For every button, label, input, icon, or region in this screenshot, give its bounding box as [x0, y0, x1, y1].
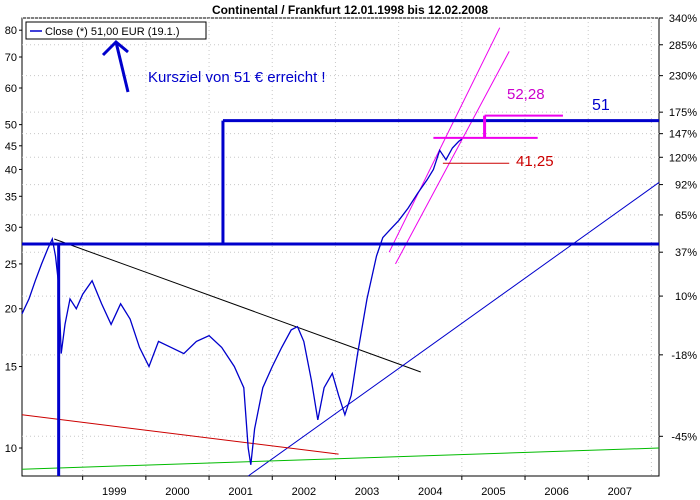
y-axis-ticks: 10 15 20 25 30 35 40 45 50 60 70 80: [5, 25, 22, 455]
chart-title: Continental / Frankfurt 12.01.1998 bis 1…: [212, 3, 488, 17]
right-tick-label: 120%: [669, 152, 697, 164]
arrow-head: [101, 39, 129, 57]
y-tick-label: 70: [5, 52, 17, 64]
annotation-target: Kursziel von 51 € erreicht !: [148, 69, 326, 86]
trendlines: [21, 27, 660, 477]
x-tick-label: 2007: [608, 486, 632, 498]
right-tick-label: 175%: [669, 107, 697, 119]
x-tick-label: 2000: [165, 486, 189, 498]
right-tick-label: 37%: [675, 247, 697, 259]
price-series: [21, 138, 463, 465]
y-tick-label: 25: [5, 259, 17, 271]
annotation-52-28: 52,28: [507, 86, 545, 103]
y-tick-label: 50: [5, 120, 17, 132]
x-tick-label: 2001: [228, 486, 252, 498]
right-tick-label: 147%: [669, 129, 697, 141]
right-axis-ticks: 340% 285% 230% 175% 147% 120% 92% 65% 37% 10% -18%…: [659, 13, 697, 443]
annotation-41-25: 41,25: [516, 153, 554, 170]
x-tick-label: 2002: [292, 486, 316, 498]
legend-label: Close (*) 51,00 EUR (19.1.): [45, 26, 180, 38]
right-tick-label: 10%: [675, 291, 697, 303]
arrow-shaft: [114, 41, 130, 93]
legend: Close (*) 51,00 EUR (19.1.): [25, 21, 207, 40]
y-tick-label: 10: [5, 443, 17, 455]
x-tick-label: 2004: [418, 486, 442, 498]
y-tick-label: 40: [5, 164, 17, 176]
trendline: [388, 27, 501, 253]
plot-area: [21, 17, 660, 477]
price-line: [21, 138, 463, 465]
annotation-51: 51: [592, 97, 610, 114]
y-tick-label: 20: [5, 304, 17, 316]
y-tick-label: 60: [5, 83, 17, 95]
trendline: [54, 238, 421, 373]
trendline: [21, 447, 660, 470]
trendline: [21, 414, 339, 455]
right-tick-label: 65%: [675, 210, 697, 222]
x-tick-label: 1999: [102, 486, 126, 498]
y-tick-label: 15: [5, 362, 17, 374]
right-tick-label: 92%: [675, 180, 697, 192]
right-tick-label: -45%: [671, 431, 697, 443]
right-tick-label: 285%: [669, 40, 697, 52]
arrow-annotation: [101, 39, 130, 93]
x-tick-label: 2006: [544, 486, 568, 498]
x-tick-label: 2005: [481, 486, 505, 498]
y-tick-label: 30: [5, 222, 17, 234]
trendline: [395, 51, 510, 265]
legend-box: [25, 21, 207, 40]
grid-lines: [22, 17, 659, 476]
x-tick-label: 2003: [355, 486, 379, 498]
right-tick-label: 340%: [669, 13, 697, 25]
y-tick-label: 45: [5, 141, 17, 153]
x-axis-ticks: 1999 2000 2001 2002 2003 2004 2005 2006 2007: [82, 476, 632, 498]
trendline: [247, 182, 660, 477]
right-tick-label: 230%: [669, 71, 697, 83]
y-tick-label: 80: [5, 25, 17, 37]
right-tick-label: -18%: [671, 350, 697, 362]
y-tick-label: 35: [5, 191, 17, 203]
